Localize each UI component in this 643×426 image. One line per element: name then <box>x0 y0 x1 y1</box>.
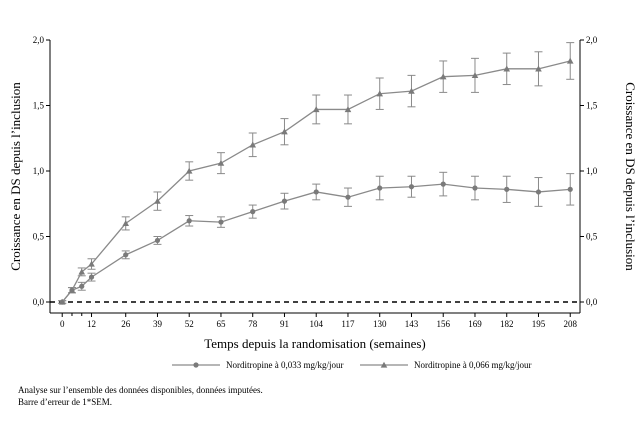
y-tick-label-right: 0,5 <box>586 232 598 242</box>
data-point <box>68 286 76 293</box>
data-point <box>281 128 288 135</box>
data-point <box>344 106 352 113</box>
data-point <box>567 186 573 192</box>
x-tick-label: 91 <box>280 319 289 329</box>
series-1 <box>58 171 575 305</box>
data-point <box>122 220 130 227</box>
legend-label: Norditropine à 0,066 mg/kg/jour <box>414 360 531 370</box>
footnote-error-bar: Barre d’erreur de 1*SEM. <box>18 397 112 407</box>
x-tick-label: 39 <box>153 319 163 329</box>
data-point <box>472 185 478 191</box>
data-point <box>154 237 161 244</box>
y-tick-label-left: 0,0 <box>33 297 45 307</box>
footnote-data-analysis: Analyse sur l’ensemble des données dispo… <box>18 385 263 395</box>
data-point <box>503 65 511 72</box>
data-point <box>185 167 193 174</box>
data-point <box>566 57 574 64</box>
legend-item-1: Norditropine à 0,033 mg/kg/jour <box>172 360 343 370</box>
y-tick-label-right: 1,5 <box>586 101 598 111</box>
y-axis-title-right: Croissance en DS depuis l’inclusion <box>623 82 638 271</box>
data-point <box>58 298 66 305</box>
y-tick-label-right: 2,0 <box>586 35 598 45</box>
data-point <box>250 209 256 215</box>
y-tick-label-left: 0,5 <box>33 232 45 242</box>
legend: Norditropine à 0,033 mg/kg/jour Norditrop… <box>172 360 531 370</box>
legend-swatch-marker <box>380 361 388 368</box>
x-tick-label: 104 <box>309 319 323 329</box>
data-point <box>408 87 415 94</box>
y-tick-label-right: 1,0 <box>586 166 598 176</box>
y-tick-label-left: 2,0 <box>33 35 45 45</box>
series-2 <box>58 42 575 305</box>
data-point <box>79 283 85 289</box>
x-tick-label: 208 <box>563 319 577 329</box>
x-tick-label: 78 <box>248 319 258 329</box>
y-axis-title-left: Croissance en DS depuis l’inclusion <box>8 82 23 271</box>
data-point <box>88 260 95 267</box>
y-tick-label-left: 1,5 <box>33 101 45 111</box>
series-line <box>61 183 571 303</box>
x-tick-label: 65 <box>216 319 226 329</box>
data-point <box>535 189 542 195</box>
axes-layer: 0,0 0,0 0,5 0,5 1,0 1,0 1,5 1,5 2,0 2,0 0 12 26 39 52 6… <box>8 35 638 351</box>
y-tick-label-left: 1,0 <box>33 166 45 176</box>
data-point <box>217 159 225 166</box>
data-point <box>312 106 320 113</box>
x-tick-label: 156 <box>436 319 450 329</box>
x-tick-label: 130 <box>373 319 387 329</box>
data-point <box>345 194 351 200</box>
legend-label: Norditropine à 0,033 mg/kg/jour <box>226 360 343 370</box>
x-tick-label: 169 <box>468 319 482 329</box>
x-tick-label: 117 <box>341 319 355 329</box>
data-point <box>408 184 415 190</box>
data-point <box>439 73 447 80</box>
data-point <box>123 252 129 258</box>
data-point <box>249 141 257 148</box>
data-point <box>186 218 192 224</box>
data-point <box>281 198 288 204</box>
series-layer <box>58 42 575 305</box>
data-point <box>376 90 384 97</box>
y-tick-label-right: 0,0 <box>586 297 598 307</box>
data-point <box>471 72 479 79</box>
x-tick-label: 195 <box>532 319 546 329</box>
data-point <box>313 189 319 195</box>
data-point <box>78 268 86 275</box>
data-point <box>504 186 510 192</box>
data-point <box>88 274 95 280</box>
x-tick-label: 0 <box>60 319 65 329</box>
data-point <box>154 197 161 204</box>
x-tick-label: 143 <box>405 319 419 329</box>
data-point <box>377 185 383 191</box>
data-point <box>440 181 446 187</box>
x-axis-title: Temps depuis la randomisation (semaines) <box>204 336 425 351</box>
x-tick-label: 12 <box>87 319 96 329</box>
x-tick-label: 52 <box>185 319 194 329</box>
legend-item-2: Norditropine à 0,066 mg/kg/jour <box>360 360 531 370</box>
data-point <box>535 65 542 72</box>
data-point <box>218 219 224 225</box>
legend-swatch-marker <box>193 362 199 368</box>
x-tick-label: 26 <box>121 319 131 329</box>
x-tick-label: 182 <box>500 319 514 329</box>
footnotes: Analyse sur l’ensemble des données dispo… <box>18 384 263 408</box>
